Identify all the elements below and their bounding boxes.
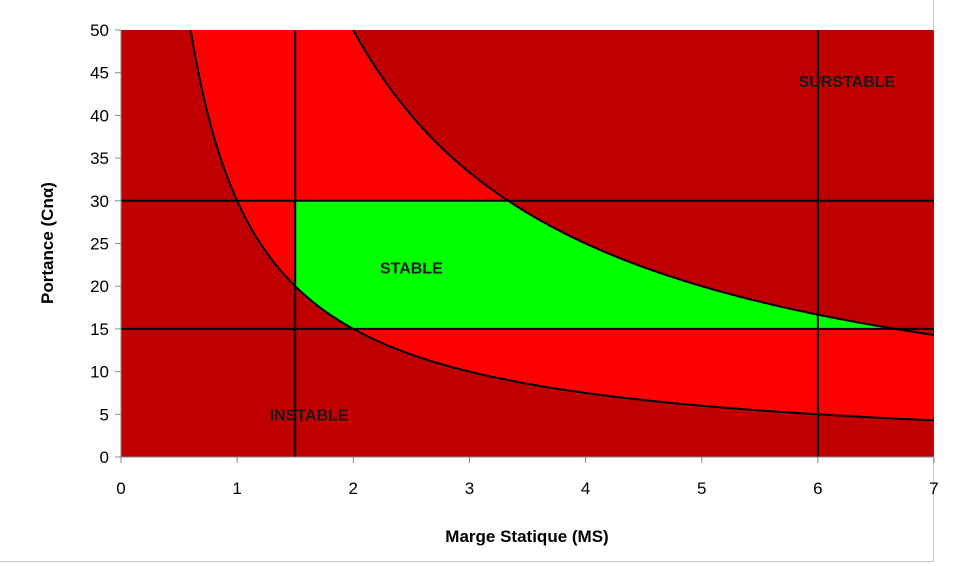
y-tick-label: 40 bbox=[90, 106, 109, 125]
region-label-stable: STABLE bbox=[380, 260, 443, 277]
x-tick-label: 4 bbox=[581, 479, 590, 498]
y-tick-label: 15 bbox=[90, 320, 109, 339]
y-tick-label: 5 bbox=[100, 405, 109, 424]
y-tick-label: 20 bbox=[90, 277, 109, 296]
plot-area bbox=[121, 29, 935, 457]
x-tick-label: 0 bbox=[116, 479, 125, 498]
x-tick-label: 2 bbox=[349, 479, 358, 498]
x-axis-title: Marge Statique (MS) bbox=[445, 527, 608, 546]
y-tick-label: 35 bbox=[90, 149, 109, 168]
y-tick-label: 30 bbox=[90, 192, 109, 211]
y-axis-title: Portance (Cnα) bbox=[38, 182, 57, 304]
y-tick-label: 25 bbox=[90, 235, 109, 254]
region-label-instable: INSTABLE bbox=[270, 407, 349, 424]
region-labels: SURSTABLE STABLE INSTABLE bbox=[270, 74, 896, 424]
lower-bound-curve bbox=[189, 29, 935, 422]
upper-bound-curve bbox=[352, 29, 935, 336]
stable-region bbox=[295, 200, 895, 329]
x-tick-label: 7 bbox=[929, 479, 938, 498]
y-tick-label: 45 bbox=[90, 64, 109, 83]
y-tick-label: 50 bbox=[90, 21, 109, 40]
x-tick-label: 3 bbox=[465, 479, 474, 498]
y-tick-label: 10 bbox=[90, 363, 109, 382]
region-label-surstable: SURSTABLE bbox=[799, 74, 896, 91]
x-tick-label: 6 bbox=[813, 479, 822, 498]
x-tick-label: 1 bbox=[232, 479, 241, 498]
y-tick-label: 0 bbox=[100, 448, 109, 467]
x-tick-label: 5 bbox=[697, 479, 706, 498]
